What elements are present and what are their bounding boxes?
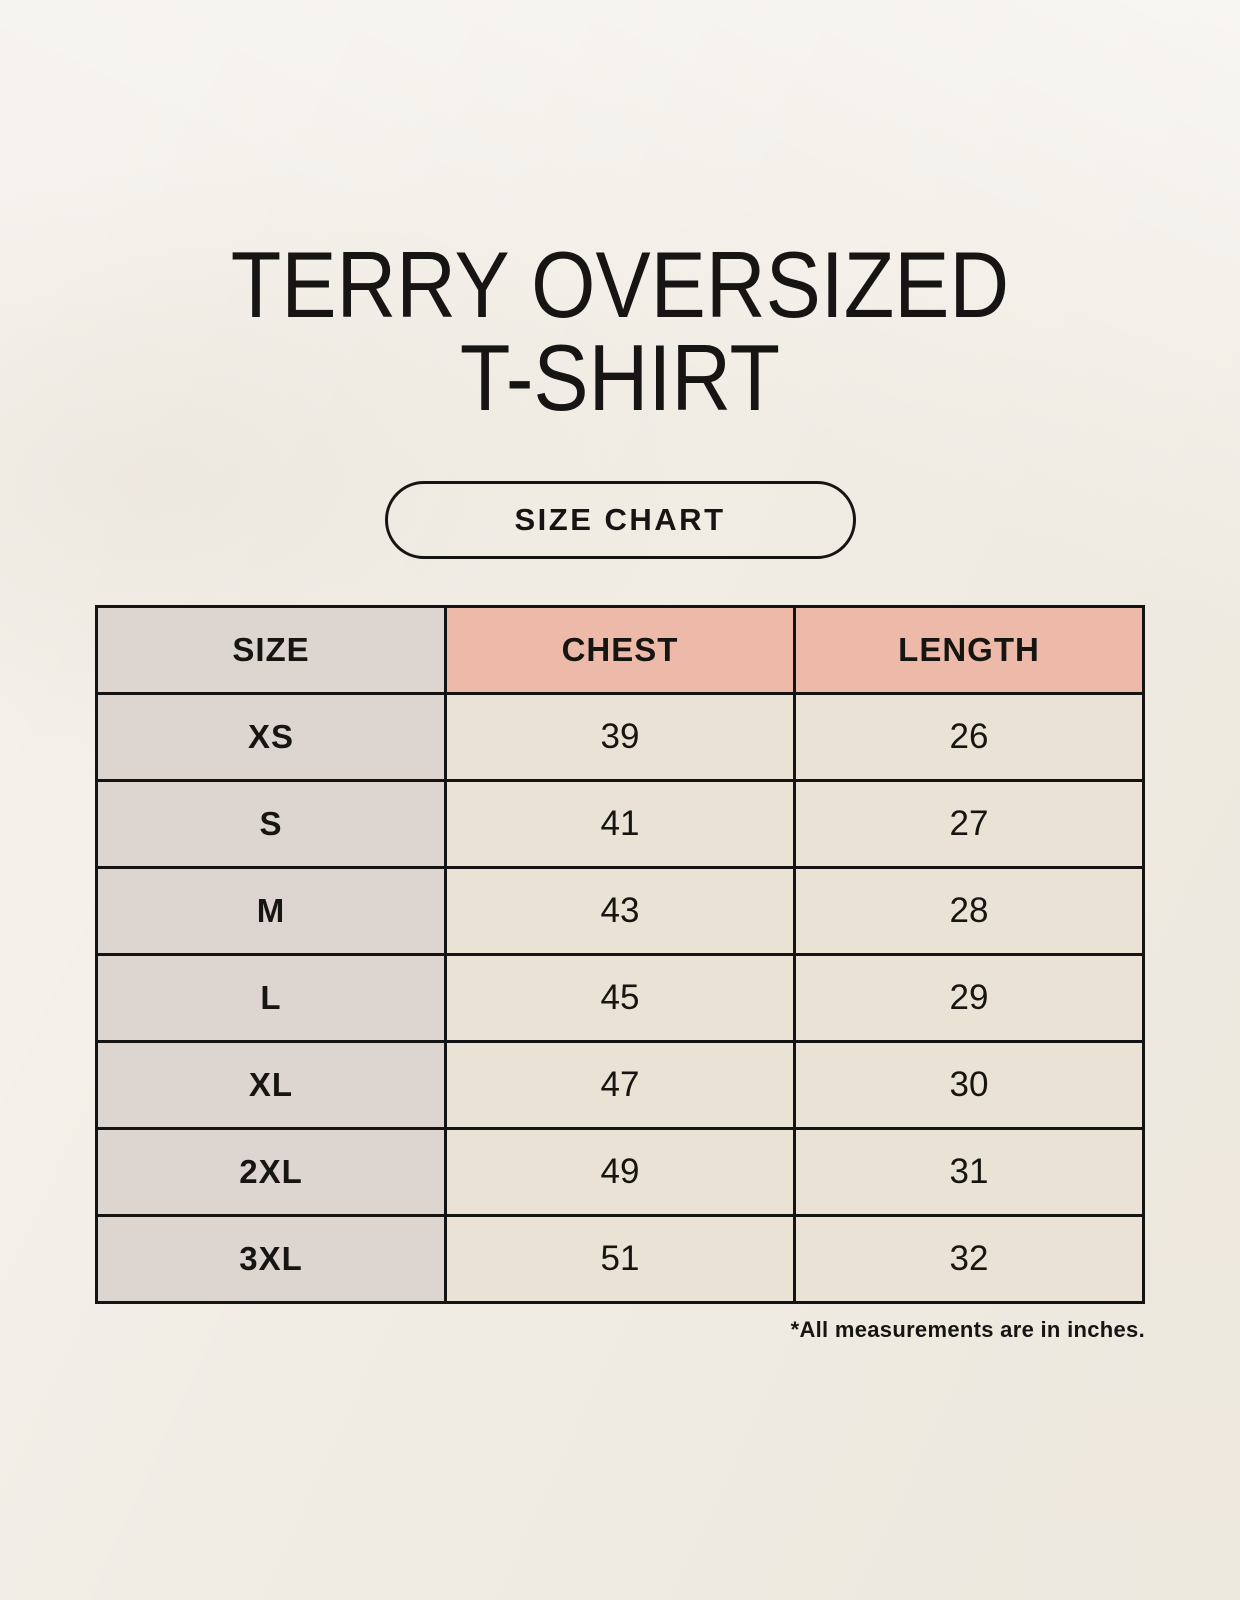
chest-cell: 51 — [444, 1214, 796, 1305]
chest-cell: 47 — [444, 1040, 796, 1131]
table-row: M 43 28 — [95, 866, 1145, 957]
column-header-length: LENGTH — [793, 605, 1145, 696]
size-table-body: XS 39 26 S 41 27 M 43 28 L 45 29 XL 47 30 2XL 49 31 3XL 51 3… — [95, 692, 1145, 1305]
length-cell: 26 — [793, 692, 1145, 783]
size-cell: XL — [95, 1040, 447, 1131]
chest-cell: 43 — [444, 866, 796, 957]
column-header-chest: CHEST — [444, 605, 796, 696]
table-row: XL 47 30 — [95, 1040, 1145, 1131]
chest-cell: 49 — [444, 1127, 796, 1218]
size-cell: 2XL — [95, 1127, 447, 1218]
table-row: S 41 27 — [95, 779, 1145, 870]
measurements-footnote: *All measurements are in inches. — [790, 1317, 1145, 1343]
size-table: SIZE CHEST LENGTH XS 39 26 S 41 27 M 43 28 L 45 29 XL 4… — [95, 605, 1145, 1305]
length-cell: 31 — [793, 1127, 1145, 1218]
column-header-size: SIZE — [95, 605, 447, 696]
chest-cell: 45 — [444, 953, 796, 1044]
size-table-container: SIZE CHEST LENGTH XS 39 26 S 41 27 M 43 28 L 45 29 XL 4… — [95, 605, 1145, 1305]
length-cell: 30 — [793, 1040, 1145, 1131]
size-cell: S — [95, 779, 447, 870]
length-cell: 32 — [793, 1214, 1145, 1305]
size-chart-badge[interactable]: SIZE CHART — [384, 481, 856, 560]
page-title: TERRY OVERSIZED T-SHIRT — [136, 238, 1104, 425]
length-cell: 29 — [793, 953, 1145, 1044]
length-cell: 27 — [793, 779, 1145, 870]
chest-cell: 39 — [444, 692, 796, 783]
size-cell: L — [95, 953, 447, 1044]
size-table-header-row: SIZE CHEST LENGTH — [95, 605, 1145, 696]
page-title-line2: T-SHIRT — [459, 325, 781, 431]
size-cell: 3XL — [95, 1214, 447, 1305]
page-title-line1: TERRY OVERSIZED — [230, 232, 1010, 337]
size-cell: XS — [95, 692, 447, 783]
table-row: 2XL 49 31 — [95, 1127, 1145, 1218]
table-row: L 45 29 — [95, 953, 1145, 1044]
chest-cell: 41 — [444, 779, 796, 870]
table-row: XS 39 26 — [95, 692, 1145, 783]
size-cell: M — [95, 866, 447, 957]
length-cell: 28 — [793, 866, 1145, 957]
size-chart-badge-label: SIZE CHART — [514, 502, 726, 538]
table-row: 3XL 51 32 — [95, 1214, 1145, 1305]
